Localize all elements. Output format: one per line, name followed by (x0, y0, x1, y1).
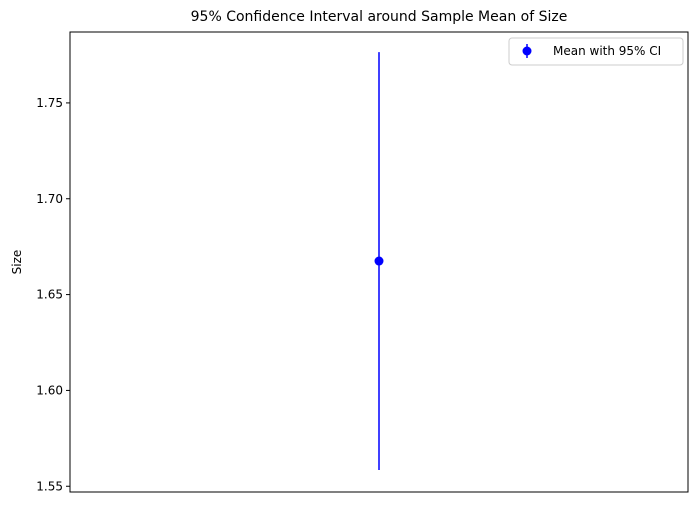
chart-title: 95% Confidence Interval around Sample Me… (191, 9, 568, 25)
legend-point-marker (522, 46, 532, 56)
y-tick-label: 1.60 (36, 383, 63, 397)
plot-area (69, 31, 689, 493)
y-axis-label: Size (10, 250, 24, 275)
legend: Mean with 95% CI (508, 37, 684, 66)
mean-point (374, 256, 384, 266)
y-tick-label: 1.65 (36, 288, 63, 302)
y-tick-label: 1.55 (36, 479, 63, 493)
y-tick-label: 1.75 (36, 96, 63, 110)
y-axis: 1.55 1.60 1.65 1.70 1.75 (36, 96, 70, 493)
legend-entry-label: Mean with 95% CI (553, 44, 661, 58)
plot-frame (69, 31, 689, 493)
series-layer (374, 52, 384, 470)
y-tick-label: 1.70 (36, 192, 63, 206)
legend-box (508, 37, 684, 66)
